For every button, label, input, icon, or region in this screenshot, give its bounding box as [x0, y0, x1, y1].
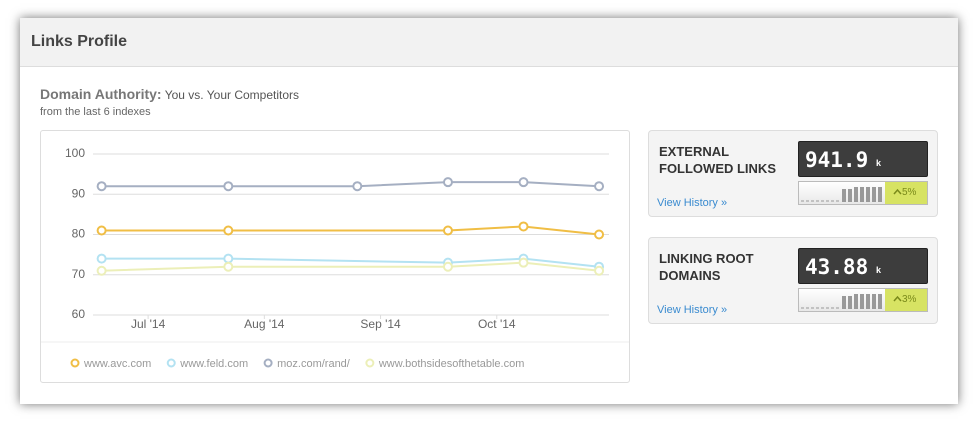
spark-bar: [842, 189, 846, 202]
metric-label: LINKING ROOT DOMAINS: [659, 251, 754, 283]
header: Links Profile: [20, 18, 958, 67]
metric-widget: LINKING ROOT DOMAINS 43.88 k 3% View History…: [648, 237, 938, 324]
arrow: [893, 188, 902, 195]
metric-value-box: 941.9 k: [798, 141, 928, 177]
metric-widget: EXTERNAL FOLLOWED LINKS 941.9 k 5% View Hist…: [648, 130, 938, 217]
point: [96, 253, 107, 264]
point: [442, 225, 453, 236]
legend-label: www.bothsidesofthetable.com: [378, 358, 525, 370]
chart-box: 60 70 80 90 100 Jul '14 Aug '14 Sep '14 Oct '14 w…: [40, 130, 630, 383]
trend-bar: 5%: [798, 181, 928, 205]
change-badge: 5%: [885, 182, 927, 204]
point: [96, 181, 107, 192]
change-value: 3%: [902, 294, 917, 305]
point: [223, 225, 234, 236]
trend-bar: 3%: [798, 288, 928, 312]
spark-bar: [866, 294, 870, 309]
chart: 60 70 80 90 100 Jul '14 Aug '14 Sep '14 Oct '14 w…: [41, 146, 629, 370]
legend-marker: [166, 358, 176, 368]
change-badge: 3%: [885, 289, 927, 311]
point: [223, 253, 234, 264]
metric-unit: k: [876, 158, 882, 168]
series-line: [101, 181, 600, 188]
spark-bar: [848, 189, 852, 202]
title-detail: You vs. Your Competitors: [164, 88, 300, 102]
point: [518, 177, 529, 188]
legend-label: www.feld.com: [179, 358, 248, 370]
x-tick-label: Oct '14: [478, 317, 516, 331]
legend-label: moz.com/rand/: [277, 358, 351, 370]
y-tick-label: 80: [72, 227, 86, 241]
spark-bar: [860, 294, 864, 309]
metric-value: 941.9: [805, 148, 869, 172]
arrow: [893, 295, 902, 302]
y-tick-label: 70: [72, 267, 86, 281]
spark-bar: [860, 187, 864, 202]
point: [594, 181, 605, 192]
point: [223, 261, 234, 272]
header-title: Links Profile: [31, 33, 128, 50]
up-arrow: [893, 295, 902, 302]
chart-subtitle: from the last 6 indexes: [40, 106, 151, 118]
spark-bar: [878, 187, 882, 202]
trend-sparkbars: [801, 187, 882, 202]
point: [223, 181, 234, 192]
legend-marker: [263, 358, 273, 368]
spark-bar: [872, 294, 876, 309]
metric-label: EXTERNAL FOLLOWED LINKS: [659, 144, 776, 176]
metric-value: 43.88: [805, 255, 869, 279]
legend-marker: [70, 358, 80, 368]
spark-bar: [848, 296, 852, 309]
view-history-link[interactable]: View History »: [657, 197, 728, 209]
x-tick-label: Jul '14: [131, 317, 166, 331]
spark-bar: [854, 187, 858, 202]
x-tick-label: Aug '14: [244, 317, 285, 331]
spark-bar: [866, 187, 870, 202]
metric-value-box: 43.88 k: [798, 248, 928, 284]
point: [442, 177, 453, 188]
view-history-link[interactable]: View History »: [657, 304, 728, 316]
legend-marker: [365, 358, 375, 368]
change-value: 5%: [902, 187, 917, 198]
point: [594, 265, 605, 276]
point: [518, 257, 529, 268]
point: [352, 181, 363, 192]
point: [96, 225, 107, 236]
x-tick-label: Sep '14: [360, 317, 401, 331]
spark-bar: [872, 187, 876, 202]
point: [518, 221, 529, 232]
chart-title: Domain Authority: You vs. Your Competito…: [40, 86, 299, 102]
point: [594, 229, 605, 240]
y-tick-label: 60: [72, 307, 86, 321]
point: [96, 265, 107, 276]
title-main: Domain Authority:: [40, 86, 162, 102]
trend-sparkbars: [801, 294, 882, 309]
spark-bar: [854, 294, 858, 309]
up-arrow: [893, 188, 902, 195]
point: [442, 261, 453, 272]
legend-label: www.avc.com: [83, 358, 151, 370]
spark-bar: [878, 294, 882, 309]
metric-unit: k: [876, 265, 882, 275]
spark-bar: [842, 296, 846, 309]
y-tick-label: 100: [65, 146, 85, 160]
y-tick-label: 90: [72, 186, 86, 200]
